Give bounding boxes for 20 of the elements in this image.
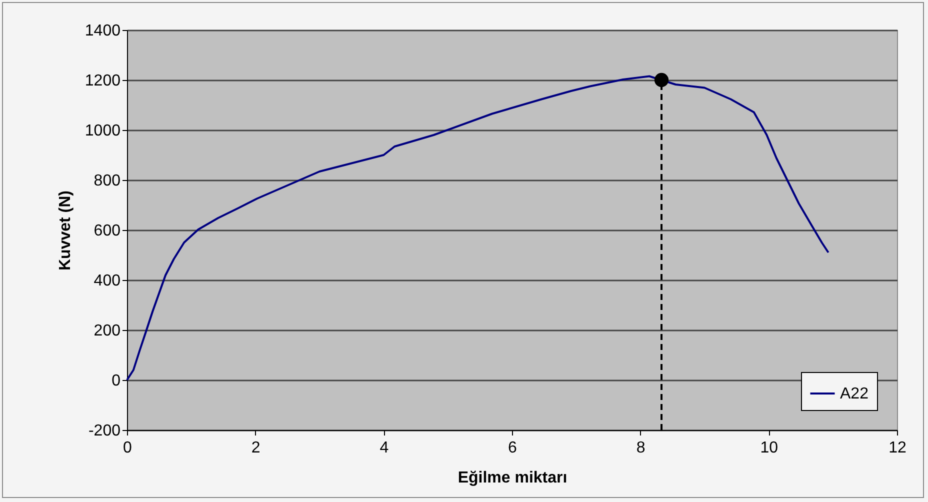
x-axis-title: Eğilme miktarı [458,470,568,486]
y-tick-label: 800 [94,172,121,190]
y-tick-label: 0 [112,372,121,390]
y-tick-label: 200 [94,322,121,340]
line-series [126,75,830,381]
x-tick-label: 8 [636,440,646,456]
legend-label: A22 [840,386,869,402]
y-tick-label: 1400 [84,22,121,40]
x-tick-label: 4 [380,440,389,456]
y-axis-title: Kuvvet (N) [56,190,74,271]
x-tick-label: 6 [508,440,518,456]
x-tick-label: 12 [888,440,906,456]
x-tick-label: 0 [123,440,132,456]
y-tick-label: 1000 [84,122,121,140]
x-tick-label: 10 [760,440,778,456]
y-tick-label: 1200 [84,72,121,90]
y-tick-label: -200 [88,422,121,440]
y-tick-label: 600 [94,222,121,240]
y-tick-label: 400 [94,272,121,290]
x-tick-label: 2 [251,440,260,456]
